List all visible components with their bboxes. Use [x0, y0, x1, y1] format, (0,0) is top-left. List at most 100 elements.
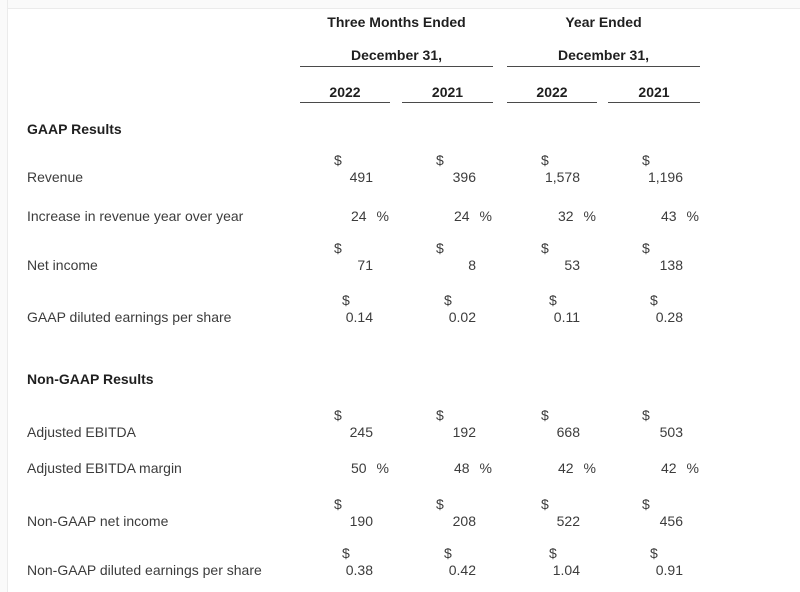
value: 0.02 [448, 309, 476, 325]
dollar-sign: $ [334, 152, 342, 168]
value-cell: 32 % [507, 208, 597, 225]
value: 1.04 [552, 562, 580, 578]
financial-results-table: Three Months Ended Year Ended December 3… [8, 9, 800, 579]
dollar-sign: $ [444, 292, 452, 308]
dollar-sign: $ [642, 407, 650, 423]
row-label: GAAP diluted earnings per share [27, 309, 232, 325]
value: 43 [660, 208, 677, 224]
table-row-non-gaap-eps: Non-GAAP diluted earnings per share $ 0.… [8, 545, 800, 579]
dollar-sign: $ [436, 240, 444, 256]
value-cell: $ 53 [507, 240, 597, 274]
value-cell: $ 190 [300, 496, 390, 530]
date-header-row: December 31, December 31, [8, 47, 800, 67]
value-cell: $ 0.02 [402, 292, 493, 326]
dollar-sign: $ [642, 240, 650, 256]
value-cell: 24 % [402, 208, 493, 225]
value: 42 [660, 460, 677, 476]
section-header-row: GAAP Results [8, 121, 800, 138]
value: 503 [659, 424, 683, 440]
date-header-year: December 31, [507, 47, 700, 67]
value-cell: $ 8 [402, 240, 493, 274]
dollar-sign: $ [436, 152, 444, 168]
value-cell: $ 245 [300, 407, 390, 441]
value-cell: 42 % [608, 460, 700, 477]
dollar-sign: $ [541, 152, 549, 168]
value: 0.38 [345, 562, 373, 578]
dollar-sign: $ [334, 240, 342, 256]
section-header-row: Non-GAAP Results [8, 371, 800, 388]
dollar-sign: $ [436, 496, 444, 512]
page-left-edge [0, 0, 8, 592]
period-group-three-months: Three Months Ended [327, 14, 466, 30]
value: 0.28 [655, 309, 683, 325]
value-cell: $ 138 [608, 240, 700, 274]
dollar-sign: $ [642, 152, 650, 168]
value: 0.11 [553, 309, 580, 325]
value-cell: $ 1,578 [507, 152, 597, 186]
year-column-header: 2021 [402, 84, 493, 103]
table-row-net-income: Net income $ 71 $ 8 $ 53 $ 138 [8, 240, 800, 274]
year-column-header: 2022 [300, 84, 390, 103]
period-group-year: Year Ended [565, 14, 642, 30]
table-row-adjusted-ebitda: Adjusted EBITDA $ 245 $ 192 $ 668 $ 503 [8, 407, 800, 441]
value-cell: 50 % [300, 460, 390, 477]
value: 50 [350, 460, 367, 476]
value: 1,578 [544, 169, 580, 185]
page-top-edge [0, 0, 800, 9]
value: 0.14 [345, 309, 373, 325]
dollar-sign: $ [342, 545, 350, 561]
value-cell: $ 503 [608, 407, 700, 441]
value: 24 [453, 208, 470, 224]
value-cell: 48 % [402, 460, 493, 477]
percent-sign: % [479, 460, 492, 476]
value-cell: $ 0.38 [300, 545, 390, 579]
value-cell: $ 208 [402, 496, 493, 530]
value: 8 [468, 257, 476, 273]
percent-sign: % [583, 208, 596, 224]
value: 32 [557, 208, 574, 224]
row-label: Non-GAAP diluted earnings per share [27, 562, 262, 578]
value: 1,196 [647, 169, 683, 185]
row-label: Non-GAAP net income [27, 513, 169, 529]
value: 48 [453, 460, 470, 476]
value: 24 [350, 208, 367, 224]
row-label: Adjusted EBITDA margin [27, 460, 182, 476]
value-cell: $ 0.11 [507, 292, 597, 326]
value: 522 [556, 513, 580, 529]
value: 53 [564, 257, 580, 273]
value-cell: $ 522 [507, 496, 597, 530]
value: 0.42 [448, 562, 476, 578]
year-column-header: 2021 [608, 84, 700, 103]
value-cell: $ 1,196 [608, 152, 700, 186]
section-title-gaap: GAAP Results [27, 121, 122, 137]
table-row-non-gaap-net-income: Non-GAAP net income $ 190 $ 208 $ 522 $ … [8, 496, 800, 530]
value-cell: $ 0.28 [608, 292, 700, 326]
percent-sign: % [686, 208, 699, 224]
value-cell: $ 0.91 [608, 545, 700, 579]
value-cell: 42 % [507, 460, 597, 477]
value: 208 [452, 513, 476, 529]
year-column-header: 2022 [507, 84, 597, 103]
value-cell: 43 % [608, 208, 700, 225]
value: 138 [659, 257, 683, 273]
row-label: Net income [27, 257, 98, 273]
percent-sign: % [479, 208, 492, 224]
table-row-gaap-eps: GAAP diluted earnings per share $ 0.14 $… [8, 292, 800, 326]
value-cell: $ 396 [402, 152, 493, 186]
dollar-sign: $ [650, 292, 658, 308]
value-cell: $ 0.42 [402, 545, 493, 579]
percent-sign: % [686, 460, 699, 476]
dollar-sign: $ [436, 407, 444, 423]
percent-sign: % [376, 460, 389, 476]
dollar-sign: $ [541, 496, 549, 512]
dollar-sign: $ [642, 496, 650, 512]
value-cell: $ 192 [402, 407, 493, 441]
dollar-sign: $ [549, 292, 557, 308]
dollar-sign: $ [334, 407, 342, 423]
row-label: Increase in revenue year over year [27, 208, 244, 224]
table-row-revenue: Revenue $ 491 $ 396 $ 1,578 $ 1,196 [8, 152, 800, 186]
dollar-sign: $ [650, 545, 658, 561]
value: 192 [452, 424, 476, 440]
value-cell: $ 491 [300, 152, 390, 186]
dollar-sign: $ [342, 292, 350, 308]
